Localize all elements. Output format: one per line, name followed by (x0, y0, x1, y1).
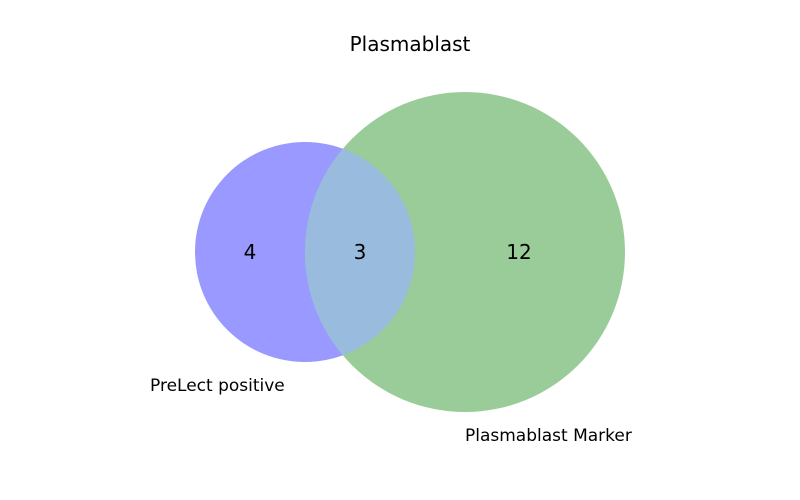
count-intersection: 3 (354, 240, 367, 264)
set-label-prelect-positive: PreLect positive (150, 376, 285, 396)
diagram-title: Plasmablast (350, 32, 471, 56)
set-label-plasmablast-marker: Plasmablast Marker (465, 426, 632, 446)
count-marker-only: 12 (506, 240, 531, 264)
count-prelect-only: 4 (244, 240, 257, 264)
set-circle-plasmablast-marker (305, 92, 625, 412)
